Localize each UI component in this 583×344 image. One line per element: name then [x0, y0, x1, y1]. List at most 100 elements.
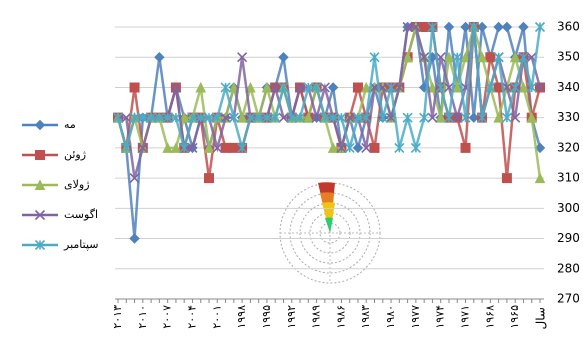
x-tick-label: ۱۹۹۵: [260, 305, 273, 329]
marker: [460, 112, 471, 123]
legend-label: ژولای: [64, 178, 90, 191]
marker: [278, 52, 289, 63]
marker: [328, 112, 339, 123]
marker: [137, 142, 148, 153]
marker: [253, 112, 264, 123]
marker: [228, 81, 240, 93]
y-tick-label: 310: [557, 171, 580, 185]
marker: [228, 142, 239, 153]
marker: [162, 142, 173, 153]
marker: [303, 82, 314, 93]
x-tick-label: ۱۹۷۱: [459, 305, 472, 329]
legend-label: مه: [64, 118, 76, 131]
legend-label: سپتامبر: [63, 238, 99, 251]
marker: [336, 112, 347, 123]
marker: [360, 81, 372, 93]
marker: [402, 21, 413, 33]
x-tick-label: ۱۹۶۸: [483, 305, 496, 329]
marker: [518, 81, 529, 93]
y-tick-label: 290: [557, 231, 580, 245]
marker: [485, 52, 496, 63]
marker: [154, 52, 165, 63]
marker: [460, 21, 471, 33]
marker: [534, 82, 546, 93]
marker: [419, 112, 430, 123]
marker: [278, 82, 289, 93]
marker: [121, 112, 132, 123]
marker: [468, 112, 480, 123]
x-tick-label: ۱۹۸۰: [384, 305, 397, 329]
marker: [203, 112, 215, 123]
marker: [352, 112, 364, 123]
marker: [154, 112, 165, 123]
legend-label: اگوست: [64, 208, 98, 221]
marker: [526, 82, 537, 93]
marker: [361, 142, 372, 153]
marker: [35, 150, 45, 160]
marker: [402, 51, 413, 63]
marker: [452, 52, 463, 63]
marker: [170, 112, 181, 123]
marker: [443, 51, 455, 63]
marker: [170, 142, 182, 153]
y-tick-label: 300: [557, 201, 580, 215]
marker: [237, 52, 248, 63]
marker: [509, 51, 521, 63]
marker: [170, 82, 181, 93]
marker: [162, 112, 173, 123]
marker: [460, 142, 471, 153]
marker: [501, 173, 512, 184]
marker: [228, 112, 239, 123]
x-tick-label: ۲۰۰۱: [210, 305, 223, 329]
marker: [476, 51, 488, 63]
y-tick-label: 340: [557, 80, 580, 94]
y-tick-label: 270: [557, 292, 580, 306]
marker: [137, 112, 148, 123]
x-axis-label: سال: [534, 307, 548, 329]
marker: [220, 142, 231, 153]
marker: [369, 52, 380, 63]
marker: [270, 112, 281, 123]
marker: [237, 142, 248, 153]
inset-rose: [279, 182, 381, 284]
marker: [377, 112, 388, 123]
marker: [427, 112, 438, 123]
marker: [518, 52, 529, 63]
marker: [419, 22, 430, 32]
marker: [220, 112, 231, 123]
marker: [410, 21, 421, 33]
marker: [501, 21, 513, 33]
marker: [427, 81, 438, 93]
marker: [34, 119, 46, 131]
x-tick-label: ۱۹۸۶: [334, 305, 347, 329]
marker: [477, 112, 488, 123]
marker: [435, 82, 446, 93]
marker: [369, 142, 380, 153]
marker: [402, 112, 413, 123]
marker: [203, 142, 215, 153]
marker: [327, 142, 339, 153]
x-tick-label: ۱۹۶۵: [508, 305, 521, 329]
series-line: [116, 26, 542, 153]
marker: [534, 172, 546, 184]
marker: [204, 173, 215, 184]
marker: [361, 112, 372, 123]
marker: [34, 209, 46, 221]
x-tick-label: ۱۹۷۷: [409, 305, 422, 329]
marker: [261, 81, 273, 93]
y-tick-label: 280: [557, 261, 580, 275]
marker: [245, 112, 256, 123]
marker: [112, 112, 124, 123]
marker: [526, 112, 538, 123]
marker: [261, 112, 273, 123]
y-tick-label: 360: [557, 20, 580, 34]
marker: [212, 142, 223, 153]
x-tick-label: ۲۰۱۳: [111, 305, 124, 329]
marker: [294, 112, 306, 123]
marker: [311, 82, 322, 93]
marker: [286, 112, 297, 123]
marker: [394, 82, 405, 93]
marker: [129, 173, 140, 184]
marker: [187, 112, 198, 123]
marker: [34, 239, 46, 251]
